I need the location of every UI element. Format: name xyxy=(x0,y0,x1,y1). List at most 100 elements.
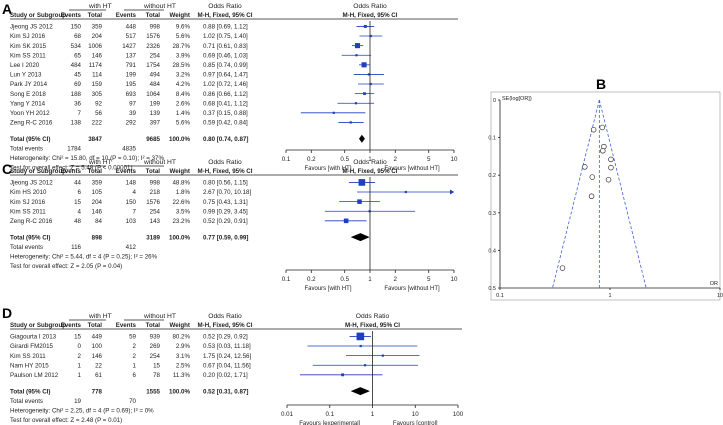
events-without: 6 xyxy=(133,372,137,379)
column-header-a: Events xyxy=(61,12,82,19)
total-events-label: Total events xyxy=(10,146,43,153)
study-ci: 2.67 [0.70, 10.18] xyxy=(203,189,251,196)
events-without: 791 xyxy=(126,62,137,69)
or-header-c: Odds Ratio xyxy=(208,159,242,166)
total-weight: 100.0% xyxy=(169,136,190,143)
x-tick-label: 10 xyxy=(451,156,458,163)
total-events-with: 116 xyxy=(71,244,81,251)
total-label: Total (95% CI) xyxy=(10,388,50,395)
pooled-diamond xyxy=(359,134,365,143)
funnel-study-point xyxy=(559,265,566,271)
study-weight: 1.4% xyxy=(176,110,191,117)
events-with: 138 xyxy=(71,120,82,127)
ci-arrow xyxy=(450,189,454,195)
events-with: 1 xyxy=(78,362,82,369)
study-name: Lun Y 2013 xyxy=(10,72,42,79)
group-label-c: without HT xyxy=(143,159,176,166)
total-without: 2326 xyxy=(146,43,160,50)
heterogeneity-text: Heterogeneity: Chi² = 15.80, df = 10 (P … xyxy=(10,155,164,162)
total-label: Total (95% CI) xyxy=(10,136,50,143)
point-estimate-box xyxy=(367,73,370,76)
funnel-study-point xyxy=(605,176,612,183)
total-with: 1006 xyxy=(88,43,102,50)
funnel-study-point xyxy=(589,174,596,180)
funnel-y-tick-label: 0 xyxy=(493,98,496,104)
x-tick-label: 10 xyxy=(412,411,419,418)
events-without: 4 xyxy=(133,189,137,196)
total-with: 146 xyxy=(92,208,103,215)
total-with: 146 xyxy=(92,353,103,360)
total-without: 143 xyxy=(150,218,161,225)
study-weight: 5.6% xyxy=(176,120,191,127)
point-estimate-box xyxy=(343,218,349,224)
events-without: 1427 xyxy=(122,43,136,50)
total-with: 146 xyxy=(92,52,103,59)
study-name: Giagourta I 2013 xyxy=(10,334,57,341)
total-events-label: Total events xyxy=(10,398,43,405)
study-weight: 3.2% xyxy=(176,72,191,79)
total-n-without: 3189 xyxy=(146,234,160,241)
column-header-d: Total xyxy=(146,322,161,329)
total-without: 1576 xyxy=(146,33,160,40)
total-with: 1174 xyxy=(89,62,103,69)
point-estimate-box xyxy=(361,62,367,68)
study-name: Nam HY 2015 xyxy=(10,362,49,369)
point-estimate-box xyxy=(358,179,366,186)
funnel-frame xyxy=(490,91,721,301)
point-estimate-box xyxy=(354,43,361,49)
point-estimate-box xyxy=(357,199,362,204)
study-ci: 0.59 [0.42, 0.84] xyxy=(203,120,248,127)
total-events-with: 19 xyxy=(74,398,81,405)
study-ci: 0.68 [0.41, 1.12] xyxy=(203,100,248,107)
study-ci: 1.02 [0.72, 1.46] xyxy=(203,81,248,88)
column-header-c: Weight xyxy=(169,168,190,175)
column-header-d: Study or Subgroup xyxy=(10,322,66,329)
x-tick-label: 100 xyxy=(453,411,464,418)
events-with: 0 xyxy=(78,343,82,350)
events-without: 137 xyxy=(126,52,137,59)
column-header-c: M-H, Fixed, 95% CI xyxy=(197,168,252,175)
study-name: Jjeong JS 2012 xyxy=(10,180,53,187)
x-tick-label: 0.1 xyxy=(325,411,334,418)
funnel-y-tick-label: 0.3 xyxy=(488,211,496,217)
total-without: 998 xyxy=(150,180,161,187)
panel-label-c: C xyxy=(2,161,12,177)
total-without: 1064 xyxy=(146,91,160,98)
column-header-a: Weight xyxy=(169,12,190,19)
study-name: Song E 2018 xyxy=(10,91,46,98)
study-ci: 0.53 [0.03, 11.18] xyxy=(203,343,251,350)
funnel-y-tick-label: 0.5 xyxy=(488,286,496,292)
group-label-a: without HT xyxy=(143,3,176,10)
study-ci: 0.99 [0.29, 3.45] xyxy=(203,208,248,215)
events-without: 195 xyxy=(126,81,137,88)
study-ci: 0.85 [0.74, 0.99] xyxy=(203,62,248,69)
study-name: Kim SS 2011 xyxy=(10,208,46,215)
total-with: 92 xyxy=(95,100,102,107)
funnel-study-point xyxy=(608,164,614,171)
column-header-d: Total xyxy=(88,322,103,329)
total-without: 269 xyxy=(150,343,161,350)
favours-left-label: Favours [with HT] xyxy=(304,166,351,172)
column-header-c: Total xyxy=(146,168,161,175)
total-n-with: 898 xyxy=(92,234,103,241)
total-without: 78 xyxy=(153,372,160,379)
total-without: 494 xyxy=(150,72,161,79)
x-tick-label: 0.5 xyxy=(340,156,349,163)
study-weight: 8.4% xyxy=(176,91,191,98)
panel-label-a: A xyxy=(2,1,12,17)
x-tick-label: 10 xyxy=(451,276,458,283)
study-weight: 3.5% xyxy=(176,208,191,215)
study-weight: 5.6% xyxy=(176,33,191,40)
study-name: Kim SJ 2016 xyxy=(10,33,46,40)
events-with: 45 xyxy=(74,72,81,79)
group-label-d: without HT xyxy=(143,313,176,320)
study-ci: 0.80 [0.56, 1.15] xyxy=(203,180,248,187)
events-with: 7 xyxy=(78,110,82,117)
events-with: 65 xyxy=(74,52,81,59)
x-tick-label: 0.2 xyxy=(307,156,316,163)
group-label-d: with HT xyxy=(88,313,112,320)
total-weight: 100.0% xyxy=(169,234,190,241)
study-name: Yang Y 2014 xyxy=(10,100,46,107)
total-ci: 0.77 [0.59, 0.99] xyxy=(203,234,248,241)
column-header-a: Study or Subgroup xyxy=(10,12,66,19)
